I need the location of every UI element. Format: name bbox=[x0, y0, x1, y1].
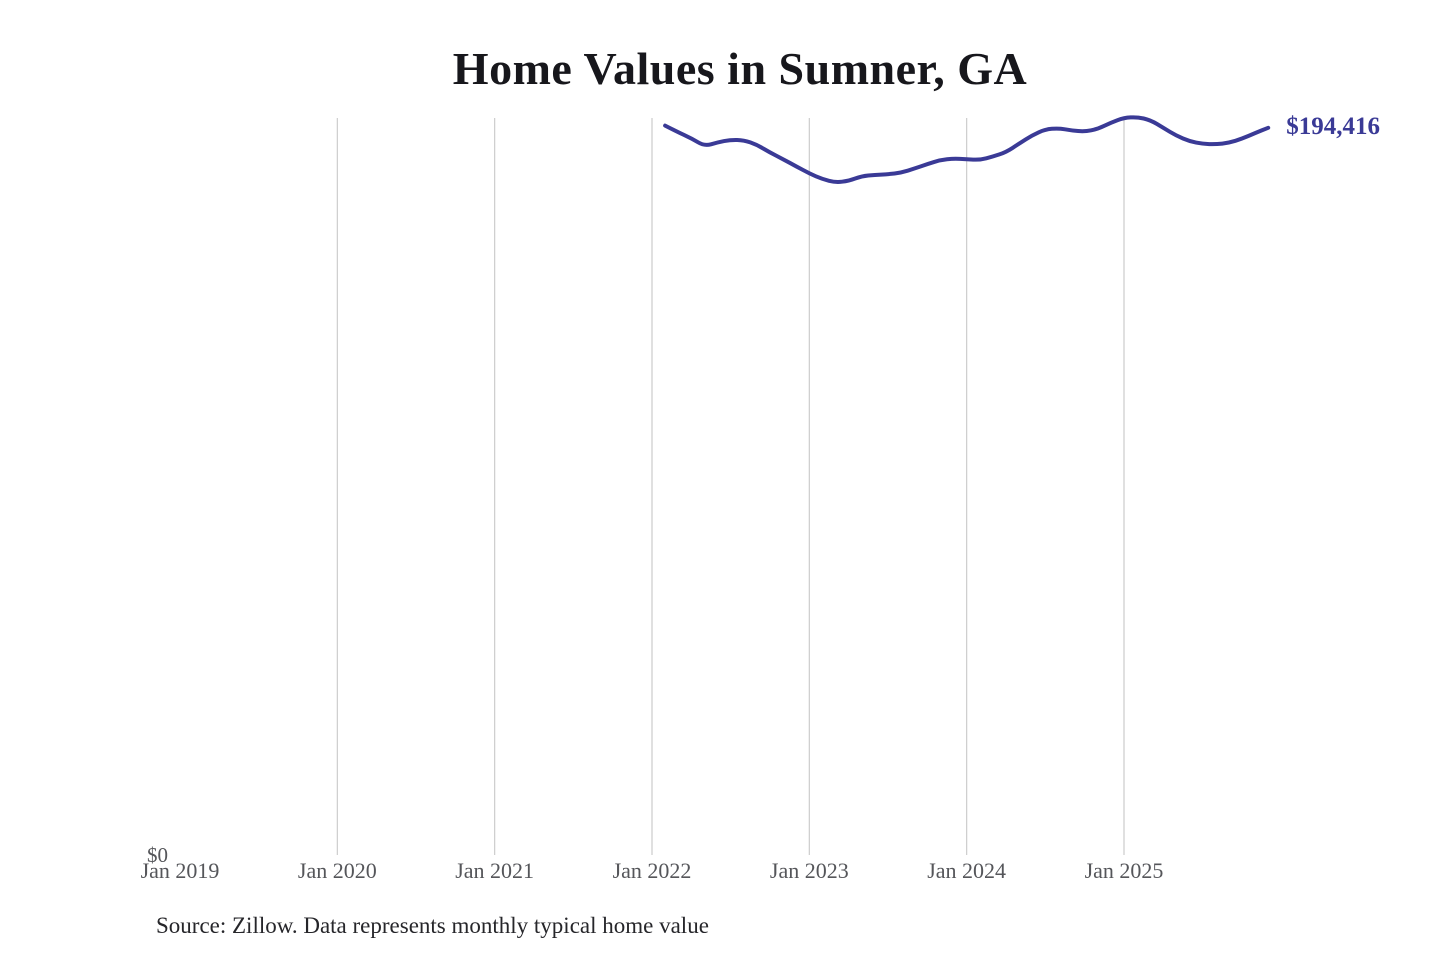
chart-title: Home Values in Sumner, GA bbox=[452, 43, 1028, 94]
x-axis-label: Jan 2024 bbox=[927, 858, 1007, 883]
y-axis-zero-label: $0 bbox=[147, 843, 168, 867]
x-axis-label: Jan 2023 bbox=[769, 858, 849, 883]
x-axis-label: Jan 2025 bbox=[1084, 858, 1164, 883]
latest-value-label: $194,416 bbox=[1286, 112, 1380, 140]
x-axis-label: Jan 2021 bbox=[455, 858, 535, 883]
source-note: Source: Zillow. Data represents monthly … bbox=[156, 913, 709, 938]
x-axis-label: Jan 2019 bbox=[140, 858, 220, 883]
home-value-line bbox=[663, 115, 1271, 184]
x-axis-label: Jan 2022 bbox=[612, 858, 692, 883]
x-axis-label: Jan 2020 bbox=[297, 858, 377, 883]
